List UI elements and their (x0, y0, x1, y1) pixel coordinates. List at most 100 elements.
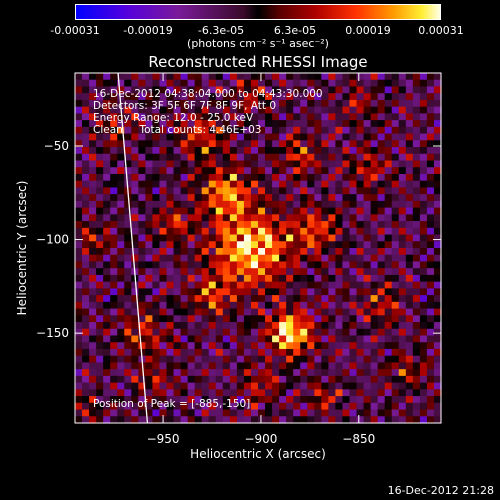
y-tick-label: −150 (36, 326, 69, 340)
heatmap-cell (75, 221, 83, 229)
heatmap-cell (279, 268, 287, 276)
heatmap-cell (363, 120, 372, 128)
heatmap-cell (215, 173, 224, 182)
heatmap-cell (152, 153, 161, 162)
heatmap-cell (412, 133, 421, 141)
heatmap-cell (236, 315, 245, 323)
heatmap-cell (356, 355, 365, 364)
heatmap-cell (405, 348, 414, 357)
heatmap-cell (194, 362, 203, 370)
heatmap-cell (419, 234, 428, 242)
heatmap-cell (384, 375, 393, 384)
heatmap-cell (173, 268, 182, 276)
heatmap-cell (342, 153, 351, 162)
heatmap-cell (236, 402, 245, 411)
heatmap-cell (328, 167, 337, 175)
heatmap-cell (293, 214, 301, 222)
heatmap-cell (152, 194, 161, 202)
heatmap-cell (250, 301, 259, 310)
heatmap-cell (314, 322, 322, 330)
heatmap-cell (215, 362, 224, 370)
heatmap-cell (89, 375, 97, 384)
heatmap-cell (222, 322, 231, 330)
heatmap-cell (433, 200, 442, 209)
heatmap-cell (82, 194, 90, 202)
heatmap-cell (377, 173, 386, 182)
heatmap-cell (321, 214, 329, 222)
heatmap-cell (243, 140, 252, 148)
heatmap-cell (342, 389, 351, 397)
heatmap-cell (433, 409, 442, 417)
heatmap-cell (286, 167, 294, 175)
heatmap-cell (250, 140, 259, 148)
heatmap-cell (272, 281, 280, 289)
heatmap-cell (89, 147, 97, 155)
heatmap-cell (363, 342, 372, 350)
heatmap-cell (103, 221, 111, 229)
heatmap-cell (286, 335, 294, 343)
heatmap-cell (117, 79, 125, 88)
heatmap-cell (145, 120, 154, 128)
heatmap-cell (96, 322, 104, 330)
heatmap-cell (96, 295, 104, 303)
heatmap-cell (272, 140, 280, 148)
heatmap-cell (419, 261, 428, 269)
heatmap-cell (286, 194, 294, 202)
heatmap-cell (384, 241, 393, 249)
heatmap-cell (201, 328, 210, 337)
heatmap-cell (370, 207, 379, 215)
heatmap-cell (173, 227, 182, 236)
heatmap-cell (426, 214, 435, 222)
heatmap-cell (286, 369, 294, 377)
heatmap-cell (363, 147, 372, 155)
heatmap-cell (356, 167, 365, 175)
heatmap-cell (314, 153, 322, 162)
heatmap-cell (370, 389, 379, 397)
heatmap-cell (124, 248, 132, 256)
heatmap-cell (398, 207, 407, 215)
heatmap-cell (384, 295, 393, 303)
heatmap-cell (356, 369, 365, 377)
heatmap-cell (215, 93, 224, 101)
heatmap-cell (145, 194, 154, 202)
heatmap-cell (307, 194, 315, 202)
heatmap-cell (405, 254, 414, 263)
heatmap-cell (96, 396, 104, 404)
heatmap-cell (187, 375, 196, 384)
heatmap-cell (222, 254, 231, 263)
heatmap-cell (384, 140, 393, 148)
heatmap-cell (173, 322, 182, 330)
heatmap-cell (335, 120, 344, 128)
heatmap-cell (433, 288, 442, 296)
heatmap-cell (391, 126, 400, 135)
heatmap-cell (187, 355, 196, 364)
heatmap-cell (89, 308, 97, 316)
heatmap-cell (265, 73, 273, 81)
heatmap-cell (250, 99, 259, 108)
heatmap-cell (250, 369, 259, 377)
heatmap-cell (173, 73, 182, 81)
annotation-clean-counts: Clean Total counts: 4.46E+03 (93, 124, 262, 136)
heatmap-cell (391, 382, 400, 390)
heatmap-cell (433, 416, 442, 424)
heatmap-cell (391, 402, 400, 411)
heatmap-cell (433, 167, 442, 175)
heatmap-cell (391, 308, 400, 316)
heatmap-cell (145, 382, 154, 390)
heatmap-cell (152, 160, 161, 168)
heatmap-cell (82, 409, 90, 417)
heatmap-cell (272, 106, 280, 114)
heatmap-cell (166, 200, 175, 209)
heatmap-cell (236, 375, 245, 384)
heatmap-cell (300, 133, 308, 141)
heatmap-cell (412, 254, 421, 263)
heatmap-cell (405, 301, 414, 310)
heatmap-cell (258, 214, 266, 222)
heatmap-cell (138, 113, 146, 121)
heatmap-cell (398, 214, 407, 222)
heatmap-cell (370, 133, 379, 141)
heatmap-cell (370, 261, 379, 269)
heatmap-cell (110, 308, 118, 316)
heatmap-cell (384, 167, 393, 175)
heatmap-cell (250, 86, 259, 94)
